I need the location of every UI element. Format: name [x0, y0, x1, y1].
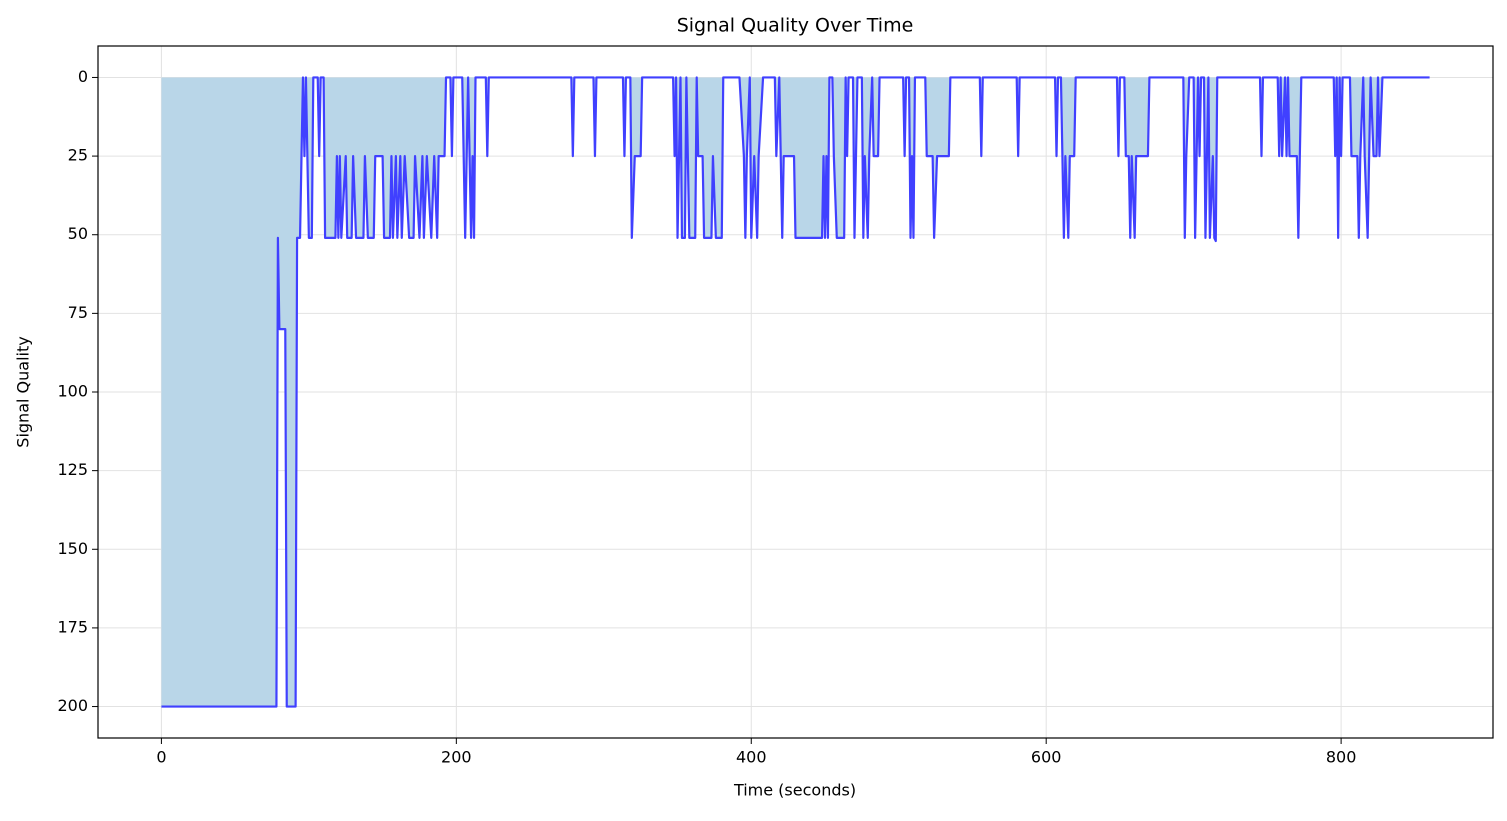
y-tick-label: 175 — [57, 617, 88, 636]
y-axis-label: Signal Quality — [14, 336, 33, 447]
x-tick-label: 0 — [156, 748, 166, 767]
y-tick-label: 50 — [68, 224, 88, 243]
x-tick-label: 800 — [1326, 748, 1357, 767]
plot-frame — [97, 45, 1494, 739]
y-tick-label: 25 — [68, 146, 88, 165]
x-tick-label: 600 — [1031, 748, 1062, 767]
y-tick-label: 125 — [57, 460, 88, 479]
signal-line — [161, 76, 1430, 708]
y-tick-label: 0 — [78, 67, 88, 86]
y-tick-label: 150 — [57, 539, 88, 558]
y-tick-label: 75 — [68, 303, 88, 322]
x-axis-label: Time (seconds) — [733, 781, 856, 800]
y-tick-label: 200 — [57, 696, 88, 715]
chart-title: Signal Quality Over Time — [677, 15, 914, 37]
x-tick-label: 400 — [736, 748, 767, 767]
x-tick-label: 200 — [441, 748, 472, 767]
y-tick-label: 100 — [57, 382, 88, 401]
